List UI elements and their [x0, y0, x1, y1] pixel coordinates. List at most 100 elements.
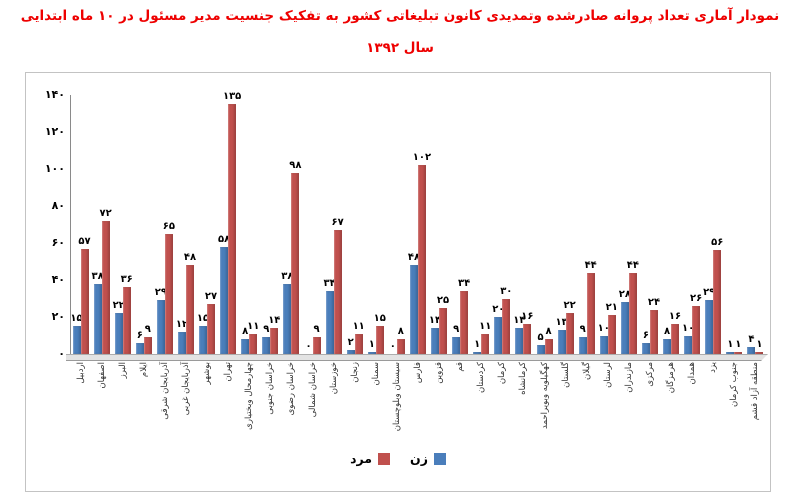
bar-mard — [185, 265, 194, 354]
x-axis-label: قم — [455, 362, 466, 372]
bar-value-label: ۶ — [642, 329, 649, 341]
bar-mard — [692, 305, 701, 354]
bar-value-label: ۸ — [663, 326, 671, 338]
bar-mard — [80, 248, 89, 354]
bar-value-label: ۹ — [313, 324, 320, 336]
bar-value-label: ۱۴ — [268, 315, 281, 327]
bar-zan — [114, 313, 123, 354]
bar-zan — [641, 342, 650, 354]
legend-item-zan: زن — [410, 451, 446, 466]
bar-mard — [628, 272, 637, 354]
bar-mard — [544, 339, 553, 354]
bar-mard — [291, 172, 300, 354]
x-axis-label: منطقه آزاد قشم — [750, 362, 761, 421]
x-axis-label: یزد — [708, 362, 719, 373]
legend-swatch-zan — [433, 452, 446, 465]
bar-value-label: ۳۴ — [458, 278, 471, 290]
bar-value-label: ۱۶ — [668, 311, 682, 323]
x-axis-label: خراسان شمالی — [307, 362, 318, 418]
bar-zan — [325, 291, 334, 354]
bar-value-label: ۱۵ — [196, 313, 210, 325]
bar-zan — [473, 352, 482, 354]
bar-mard — [249, 333, 258, 354]
bar-value-label: ۱۴ — [513, 315, 526, 327]
x-axis-label: لرستان — [602, 362, 613, 388]
x-axis-label: کرمانشاه — [518, 362, 529, 395]
bar-value-label: ۲۱ — [605, 302, 618, 314]
bar-zan — [747, 346, 756, 354]
bar-value-label: ۲۲ — [112, 300, 125, 312]
bar-value-label: ۱۵ — [373, 313, 386, 325]
bar-mard — [101, 220, 110, 354]
bar-zan — [515, 328, 524, 354]
bar-mard — [417, 165, 426, 354]
x-axis-label: بوشهر — [202, 362, 213, 385]
chart-frame: ۰ ۲۰ ۴۰ ۶۰ ۸۰ ۱۰۰ ۱۲۰ ۱۴۰ ۱۵ ۵۷ ۳۸ ۷۲ ۲۲ ۳۶ ۶ ۹ ۲۹ ۶۵ ۱۲ ۴… — [25, 72, 771, 492]
bar-value-label: ۱۰ — [682, 322, 695, 334]
bar-value-label: ۳۴ — [323, 278, 336, 290]
bar-value-label: ۶ — [136, 329, 143, 341]
bar-value-label: ۱۶ — [521, 311, 534, 323]
x-axis-label: زنجان — [349, 362, 360, 383]
bar-mard — [755, 352, 764, 354]
bar-value-label: ۱ — [368, 339, 375, 351]
bar-value-label: ۳۸ — [281, 270, 294, 282]
bar-value-label: ۲۷ — [204, 291, 218, 303]
bar-zan — [578, 337, 587, 354]
x-axis-label: سمنان — [370, 362, 381, 386]
bar-mard — [502, 298, 511, 354]
bar-mard — [396, 339, 405, 354]
bar-value-label: ۱۱ — [247, 320, 260, 332]
bar-value-label: ۲۵ — [436, 294, 450, 306]
bar-value-label: ۱ — [756, 339, 763, 351]
x-axis-label: هرمزگان — [666, 362, 677, 394]
bar-zan — [452, 337, 461, 354]
bar-zan — [135, 342, 144, 354]
legend-swatch-mard — [378, 452, 391, 465]
bar-value-label: ۲ — [347, 337, 354, 349]
y-axis-tick-label: ۱۴۰ — [44, 88, 65, 101]
bar-value-label: ۱۱ — [352, 320, 365, 332]
x-axis-label: اصفهان — [96, 362, 107, 389]
bar-mard — [143, 337, 152, 354]
bar-value-label: ۶۷ — [331, 217, 344, 229]
bar-zan — [684, 335, 693, 354]
bar-zan — [620, 302, 629, 354]
x-axis-label: گیلان — [581, 362, 592, 380]
chart-floor — [66, 354, 768, 361]
bar-mard — [523, 324, 532, 354]
bar-value-label: ۲۸ — [618, 289, 631, 301]
bar-value-label: ۴۴ — [584, 259, 597, 271]
bar-value-label: ۹ — [579, 324, 586, 336]
bar-mard — [228, 104, 237, 354]
bar-zan — [726, 352, 735, 354]
x-axis-label: خوزستان — [328, 362, 339, 395]
bar-zan — [241, 339, 250, 354]
x-axis-label: آذربایجان شرقی — [159, 362, 170, 420]
bar-value-label: ۰ — [389, 341, 396, 352]
bar-value-label: ۱۳۵ — [222, 91, 242, 103]
bar-mard — [734, 352, 743, 354]
bar-mard — [122, 287, 131, 354]
bar-mard — [460, 291, 469, 354]
bar-value-label: ۳۸ — [91, 270, 104, 282]
bar-value-label: ۳۰ — [500, 285, 513, 297]
bar-mard — [586, 272, 595, 354]
bar-value-label: ۱ — [474, 339, 481, 351]
bar-value-label: ۹ — [144, 324, 151, 336]
x-axis-label: اردبیل — [75, 362, 86, 384]
bar-value-label: ۸ — [397, 326, 404, 338]
bar-value-label: ۵۶ — [711, 237, 724, 249]
bar-value-label: ۲۹ — [703, 287, 716, 299]
bar-zan — [431, 328, 440, 354]
x-axis-label: کرمان — [497, 362, 508, 385]
bar-mard — [354, 333, 363, 354]
x-axis-label: مرکزی — [645, 362, 655, 387]
y-axis-tick-label: ۲۰ — [51, 310, 65, 323]
x-axis-label: تهران — [223, 362, 234, 382]
bar-zan — [409, 265, 418, 354]
bar-zan — [663, 339, 672, 354]
bar-mard — [671, 324, 680, 354]
bar-value-label: ۵۸ — [218, 233, 231, 245]
